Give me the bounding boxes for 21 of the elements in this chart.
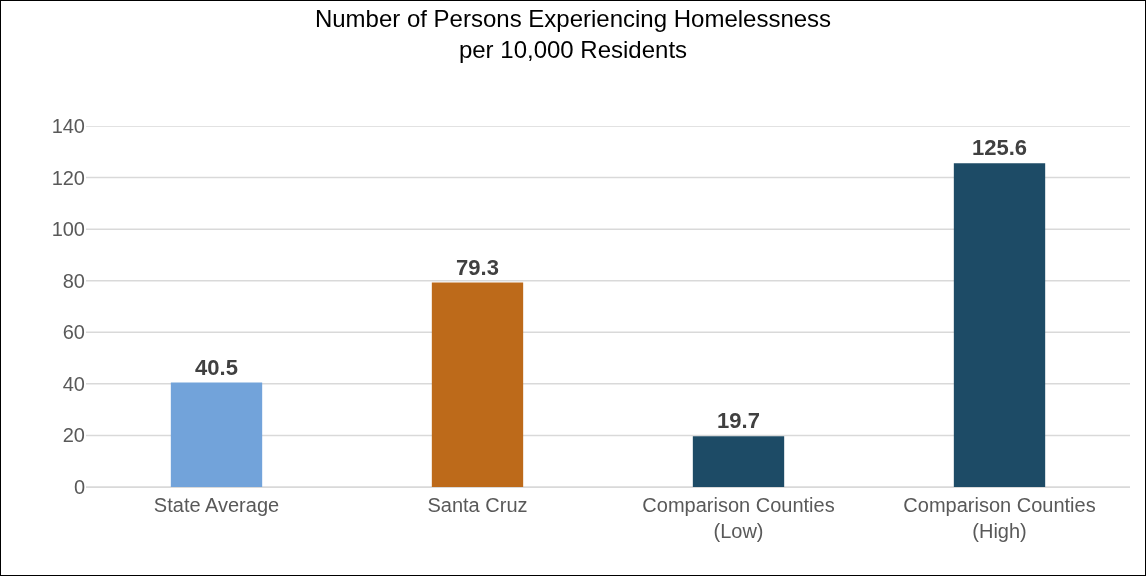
y-tick-label: 120 [51, 166, 85, 189]
bar [953, 163, 1046, 487]
y-tick-label: 0 [73, 476, 85, 498]
data-label: 40.5 [195, 354, 238, 380]
bar [431, 282, 524, 487]
y-tick-label: 80 [62, 269, 85, 292]
x-tick-label: Comparison Counties (Low) [642, 494, 835, 542]
y-tick-label: 140 [51, 115, 85, 137]
x-tick-label: Santa Cruz [427, 494, 528, 516]
y-tick-label: 60 [62, 321, 85, 344]
chart-title: Number of Persons Experiencing Homelessness per 10,000 Residents [314, 4, 832, 64]
x-tick-label: Comparison Counties (High) [903, 494, 1096, 542]
bar [170, 382, 263, 487]
y-tick-label: 100 [51, 218, 85, 241]
data-label: 79.3 [456, 254, 499, 280]
data-label: 125.6 [971, 135, 1028, 161]
y-tick-label: 40 [62, 372, 85, 395]
x-tick-label: State Average [153, 494, 280, 516]
data-label: 19.7 [717, 408, 760, 434]
y-tick-label: 20 [62, 424, 85, 447]
bar [692, 436, 785, 487]
